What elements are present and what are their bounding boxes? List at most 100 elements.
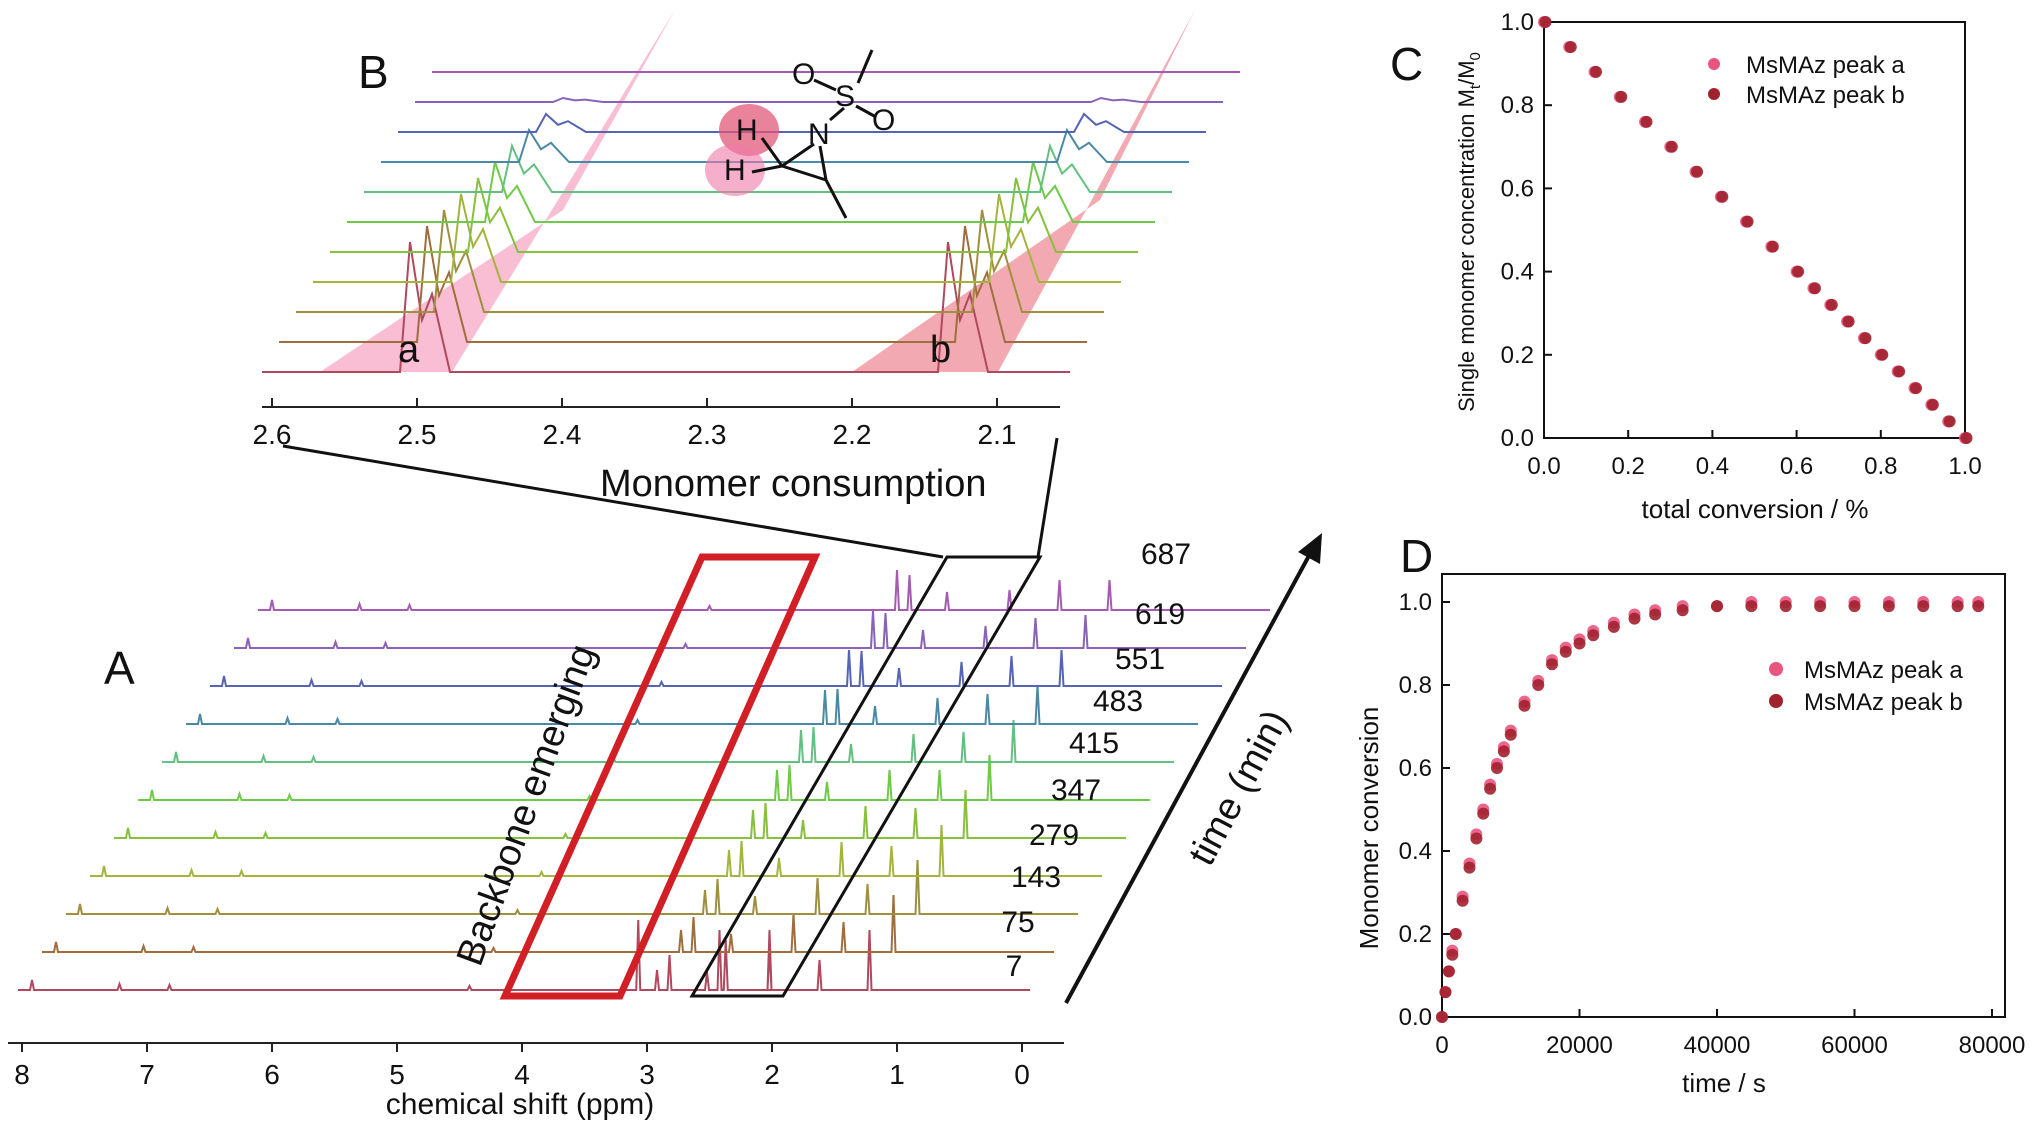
bond-c2-ch3 [824, 179, 848, 219]
monomer-consumption-label: Monomer consumption [600, 463, 987, 505]
panel-d-points [1436, 596, 1985, 1023]
tick-label-b-2.5: 2.5 [398, 419, 437, 450]
point-c-b-14 [1859, 332, 1872, 345]
point-d-b-18 [1587, 629, 1600, 642]
tick-label-d-x-0: 0 [1435, 1032, 1448, 1059]
point-c-b-2 [1590, 65, 1603, 78]
tick-label-b-2.3: 2.3 [688, 419, 727, 450]
point-d-b-22 [1676, 604, 1689, 617]
panel-c-legend-marker-a [1708, 58, 1720, 70]
bond-n-c2 [818, 145, 828, 181]
panel-c-y-label-sub2: 0 [1467, 52, 1484, 60]
bond-s-o1 [813, 78, 837, 92]
point-c-b-17 [1909, 382, 1922, 395]
point-c-b-19 [1943, 415, 1956, 428]
tick-label-a-3: 3 [639, 1059, 655, 1090]
point-c-b-1 [1564, 40, 1577, 53]
atom-o1: O [792, 58, 815, 91]
point-c-b-11 [1808, 282, 1821, 295]
panel-a-letter: A [104, 642, 135, 694]
tick-label-d-x-20000: 20000 [1546, 1032, 1613, 1059]
point-c-b-8 [1741, 215, 1754, 228]
panel-d-ticks: 0 20000 40000 60000 80000 0.0 0.2 0.4 0.6 0.8 1.0 [1399, 589, 2026, 1059]
tick-label-c-x-0.0: 0.0 [1527, 453, 1560, 480]
panel-d-plot-frame [1441, 573, 2006, 1018]
point-d-b-0 [1436, 1011, 1448, 1023]
time-label-415: 415 [1069, 727, 1119, 760]
panel-b: 2.6 2.5 2.4 2.3 2.2 2.1 B a b O S O N H H [253, 10, 1240, 450]
point-d-b-24 [1745, 600, 1758, 613]
tick-label-c-x-0.2: 0.2 [1612, 453, 1645, 480]
tick-label-a-1: 1 [889, 1059, 905, 1090]
point-c-b-5 [1665, 140, 1678, 153]
tick-label-d-x-60000: 60000 [1821, 1032, 1888, 1059]
point-c-b-15 [1876, 348, 1889, 361]
spectrum-trace-b-8 [398, 112, 1206, 133]
panel-a-x-label: chemical shift (ppm) [386, 1088, 654, 1121]
panel-d-x-label: time / s [1682, 1068, 1766, 1098]
tick-label-d-y-1.0: 1.0 [1399, 589, 1432, 616]
point-d-b-29 [1917, 600, 1930, 613]
point-d-b-14 [1532, 679, 1545, 691]
point-d-b-17 [1573, 637, 1586, 650]
tick-label-c-x-1.0: 1.0 [1948, 453, 1981, 480]
panel-c-y-label-sub1: t [1467, 84, 1484, 89]
tick-label-a-5: 5 [389, 1059, 405, 1090]
bond-s-o2 [855, 104, 877, 119]
tick-label-b-2.1: 2.1 [978, 419, 1017, 450]
point-d-b-6 [1463, 861, 1476, 874]
point-d-b-15 [1546, 658, 1558, 671]
panel-c-y-label-mid: /M [1454, 60, 1479, 84]
spectrum-trace-a-10 [258, 569, 1270, 611]
point-d-b-16 [1559, 645, 1572, 658]
point-d-b-31 [1972, 600, 1985, 613]
spectrum-trace-b-6 [364, 142, 1172, 193]
atom-h1: H [736, 114, 758, 147]
tick-label-b-2.2: 2.2 [833, 419, 872, 450]
time-axis-label: time (min) [1181, 703, 1297, 872]
tick-label-a-8: 8 [14, 1059, 30, 1090]
backbone-label: Backbone emerging [449, 639, 604, 971]
panel-c-letter: C [1390, 38, 1423, 90]
time-label-347: 347 [1051, 774, 1101, 807]
panel-b-spectra [262, 71, 1240, 373]
panel-c-ticks: 0.0 0.2 0.4 0.6 0.8 1.0 0.0 0.2 0.4 0.6 0.8 1.0 [1501, 9, 1982, 480]
spectrum-trace-a-5 [138, 754, 1150, 801]
spectrum-trace-a-1 [42, 894, 1054, 953]
tick-label-c-y-0.8: 0.8 [1501, 92, 1534, 119]
point-d-b-13 [1518, 699, 1531, 712]
panel-d-legend-marker-a [1769, 662, 1783, 676]
time-labels: 7 75 143 279 347 415 483 551 619 687 [1001, 538, 1191, 983]
tick-label-c-y-0.0: 0.0 [1501, 425, 1534, 452]
point-c-b-10 [1792, 265, 1805, 278]
spectrum-trace-a-6 [162, 719, 1174, 763]
panel-d-legend-a: MsMAz peak a [1804, 657, 1963, 684]
tick-label-d-y-0.0: 0.0 [1399, 1004, 1432, 1031]
tick-label-d-y-0.4: 0.4 [1399, 838, 1432, 865]
panel-d-legend-marker-b [1769, 694, 1783, 708]
tick-label-d-y-0.2: 0.2 [1399, 921, 1432, 948]
panel-d: 0 20000 40000 60000 800000.00.20.40.60.81.0 … [1354, 530, 2025, 1098]
tick-label-c-x-0.6: 0.6 [1780, 453, 1813, 480]
point-c-b-16 [1893, 365, 1906, 378]
spectrum-trace-b-9 [415, 96, 1223, 103]
point-d-b-21 [1649, 608, 1662, 621]
spectrum-trace-b-7 [381, 127, 1189, 163]
spectrum-trace-a-4 [114, 789, 1126, 839]
tick-label-d-x-80000: 80000 [1959, 1032, 2026, 1059]
point-d-b-25 [1779, 600, 1792, 613]
panel-d-y-label: Monomer conversion [1354, 707, 1384, 950]
spectrum-trace-a-7 [186, 684, 1198, 725]
time-label-143: 143 [1011, 861, 1061, 894]
peak-b-label: b [930, 329, 951, 371]
zoom-connector-right [1036, 437, 1059, 558]
spectrum-trace-a-3 [90, 824, 1102, 877]
point-c-b-4 [1640, 115, 1653, 128]
point-d-b-3 [1446, 948, 1459, 961]
peak-a-label: a [398, 329, 420, 371]
tick-label-c-y-1.0: 1.0 [1501, 9, 1534, 36]
tick-label-c-y-0.4: 0.4 [1501, 259, 1534, 286]
tick-label-c-y-0.2: 0.2 [1501, 342, 1534, 369]
point-c-b-7 [1716, 190, 1729, 203]
